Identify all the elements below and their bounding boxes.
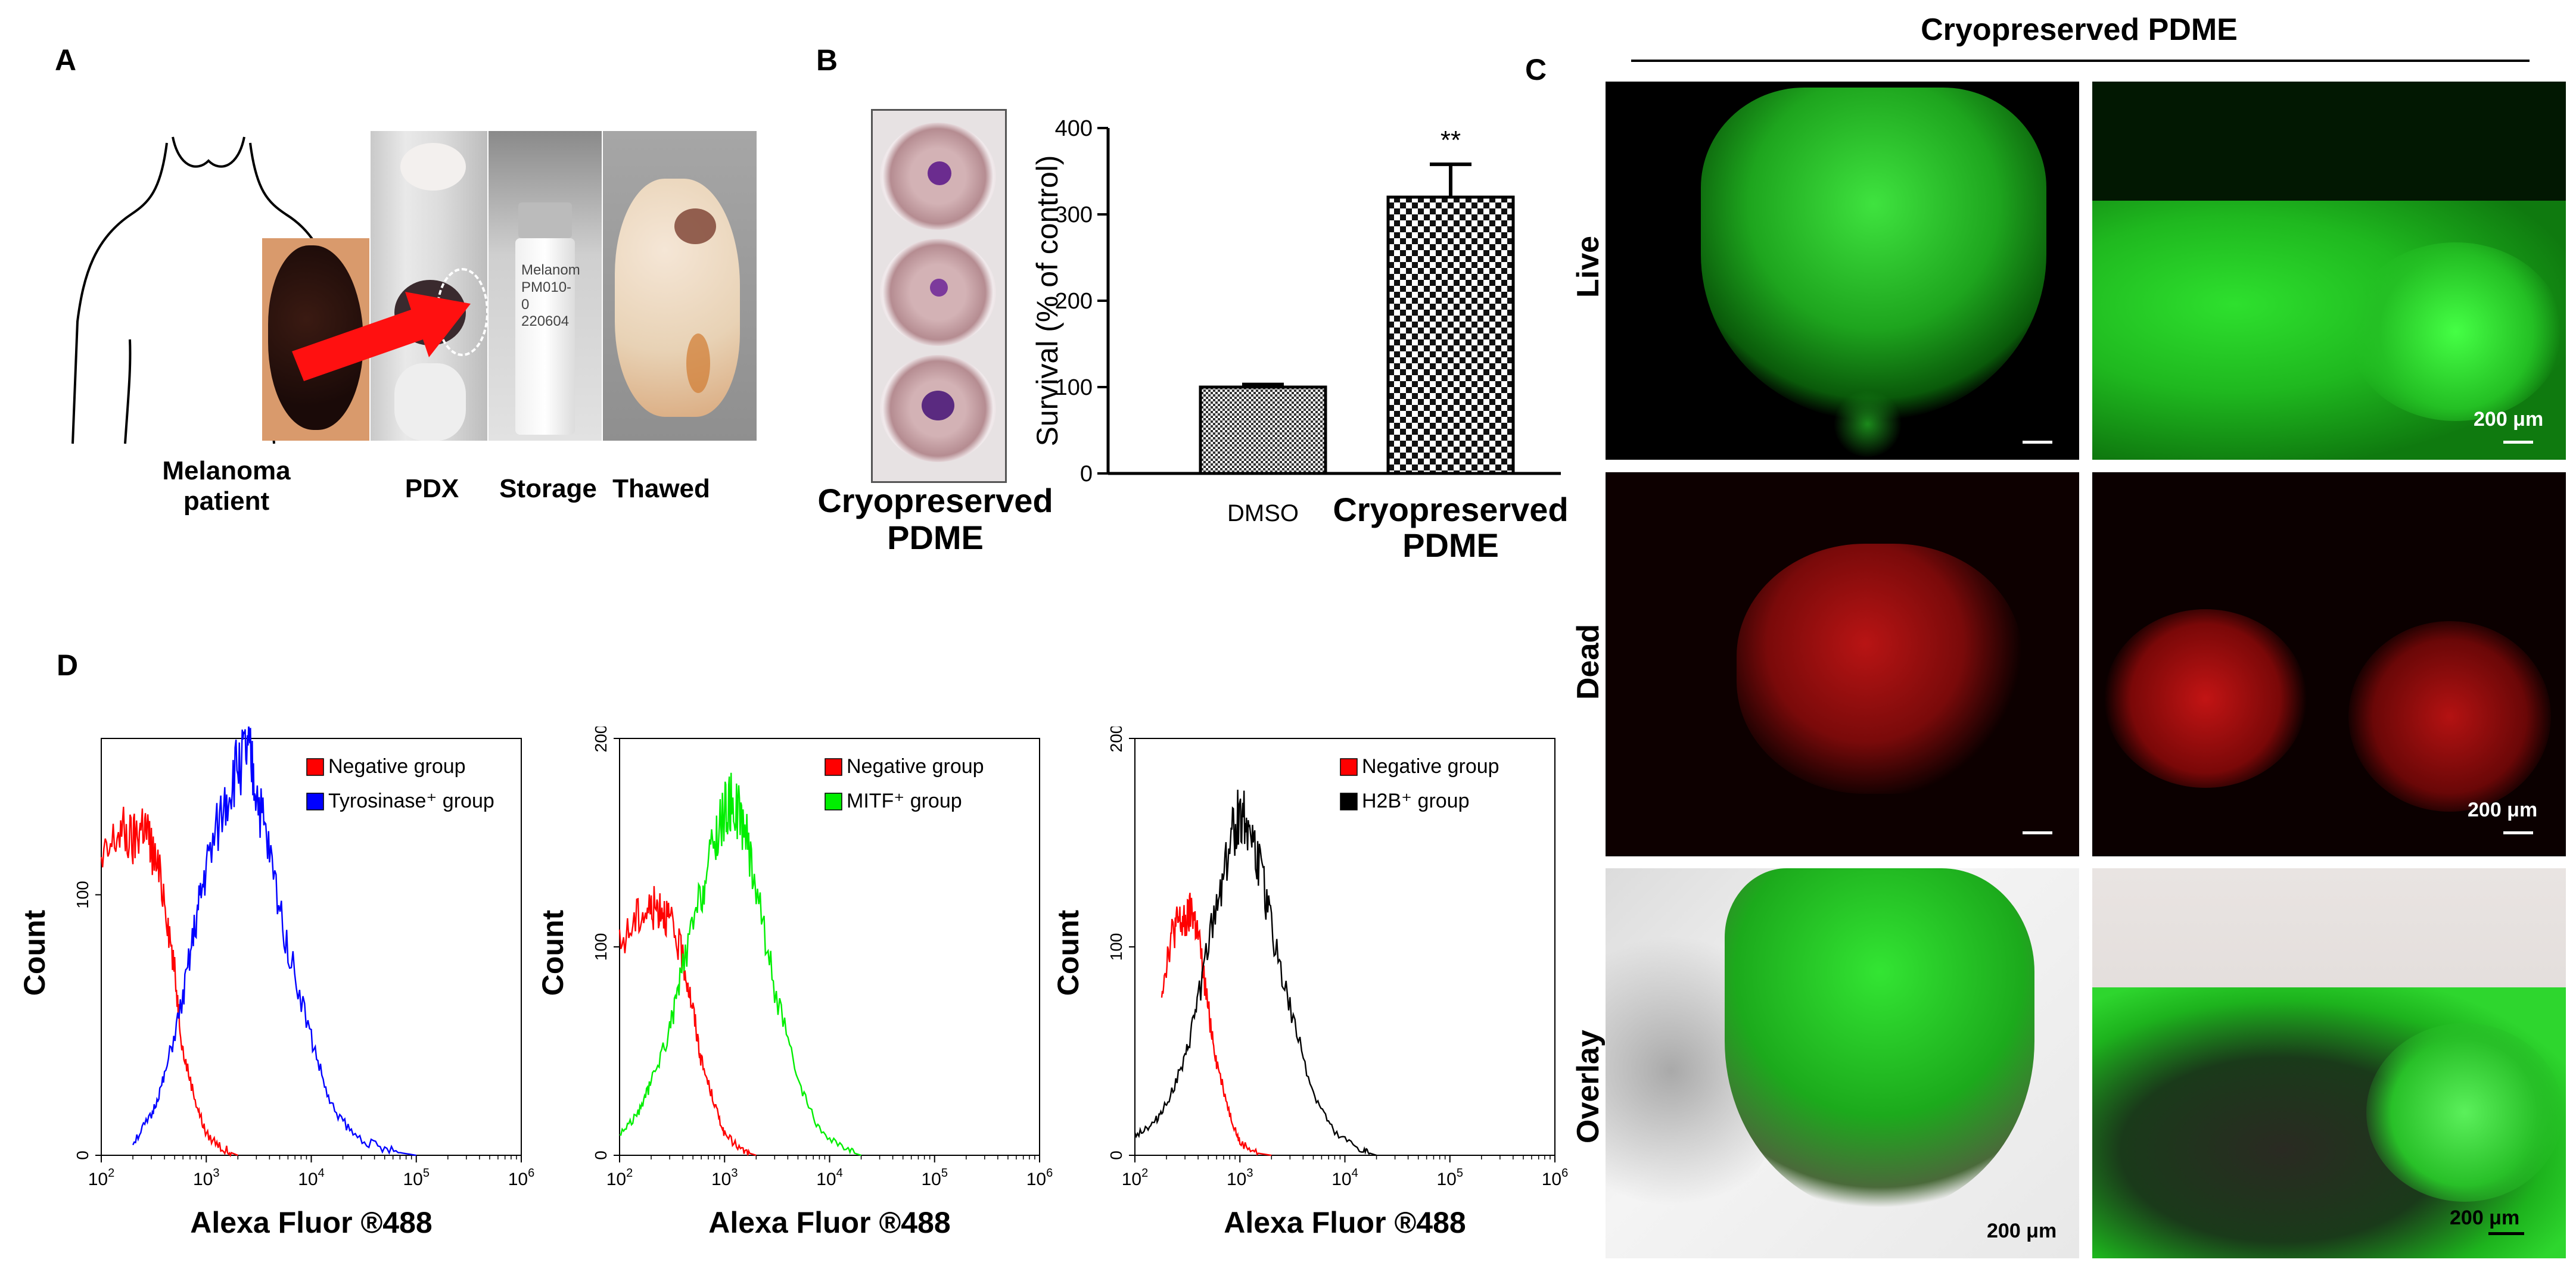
x-axis-label: Alexa Fluor ®488 [190,1206,432,1239]
x-tick-label: 104 [1331,1167,1358,1189]
scale-label: 200 μm [2474,408,2544,431]
scale-label: 200 μm [1987,1220,2057,1242]
plate-caption: Cryopreserved PDME [817,482,1053,556]
y-axis-label: Count [536,909,570,996]
caption-melanoma-patient: Melanoma patient [162,456,291,516]
tumor-photo [262,238,369,441]
legend-swatch [1340,793,1358,810]
legend-label: Negative group [847,755,984,778]
histogram-line [1161,893,1272,1156]
live-image-right: 200 μm [2092,82,2566,460]
dead-image-left [1606,472,2079,856]
y-tick-label: 400 [1055,116,1093,141]
x-tick-label: 104 [816,1167,843,1189]
bar [1199,385,1327,475]
overlay-image-right: 200 μm [2092,868,2566,1258]
legend-label: H2B⁺ group [1362,790,1470,812]
bar [1386,195,1515,475]
significance-label: ** [1441,126,1461,155]
scale-label: 200 μm [2450,1207,2520,1229]
row-label-dead: Dead [1571,624,1606,700]
x-tick-label: 105 [403,1167,430,1189]
row-label-live: Live [1571,235,1606,298]
y-axis-label: Count [1051,909,1085,996]
overlay-image-left: 200 μm [1606,868,2079,1258]
panel-label-c: C [1525,53,1547,86]
x-tick-label: 106 [1542,1167,1569,1189]
legend-label: MITF⁺ group [847,790,962,812]
caption-thawed: Thawed [612,474,710,503]
panel-label-a: A [55,43,77,77]
y-axis-label: Count [18,909,51,996]
panel-a: Melanom PM010-0 220604 Melanoma patient … [60,119,763,536]
x-tick-label: 105 [922,1167,948,1189]
legend-swatch [825,793,842,810]
scale-bar [2503,831,2533,834]
x-axis-label: Alexa Fluor ®488 [708,1206,950,1239]
x-tick-label: 103 [711,1167,738,1189]
panel-label-b: B [816,43,838,77]
x-tick-label: Cryopreserved [1333,491,1568,528]
caption-pdx: PDX [405,474,459,503]
panel-label-d: D [57,649,79,682]
histogram-line [132,727,416,1156]
histogram-line [100,806,238,1158]
red-arrow-icon [292,292,471,381]
y-tick-label: 200 [592,727,610,752]
x-tick-label: 104 [298,1167,325,1189]
x-tick-label: 103 [193,1167,220,1189]
y-tick-label: 0 [1107,1151,1125,1160]
legend-label: Negative group [328,755,466,778]
x-tick-label: DMSO [1227,500,1299,526]
panel-c-title-rule [1631,60,2530,62]
histogram-h2b: 0 100 200 102 103 104 105 106 Alexa Fluor ®488 Co… [1051,727,1569,1239]
y-tick-label: 0 [73,1151,92,1160]
histogram-line [619,772,861,1156]
scale-label: 200 μm [2468,799,2538,821]
scale-bar [2488,1232,2524,1235]
y-tick-label: 100 [1055,375,1093,400]
legend-label: Tyrosinase⁺ group [328,790,494,812]
vial-label-line-3: 220604 [521,313,570,330]
x-tick-label: 105 [1437,1167,1464,1189]
y-tick-label: 100 [1107,933,1125,961]
legend-swatch [306,758,324,776]
y-tick-label: 200 [1107,727,1125,752]
legend-swatch [825,758,842,776]
scale-bar [2023,441,2052,444]
y-tick-label: 300 [1055,202,1093,227]
y-tick-label: 0 [1080,462,1093,487]
x-tick-label: 102 [88,1167,115,1189]
y-tick-label: 200 [1055,289,1093,314]
legend-label: Negative group [1362,755,1499,778]
x-tick-label: 102 [1122,1167,1149,1189]
caption-storage: Storage [499,474,597,503]
vial-label-line-1: Melanom [521,262,580,278]
x-axis-label: Alexa Fluor ®488 [1224,1206,1466,1239]
y-tick-label: 100 [73,881,92,909]
live-image-left [1606,82,2079,460]
x-tick-label: PDME [1402,526,1499,564]
y-tick-label: 100 [592,933,610,961]
thawed-tissue-photo [603,131,757,441]
legend-swatch [306,793,324,810]
row-label-overlay: Overlay [1571,1030,1606,1143]
y-tick-label: 0 [592,1151,610,1160]
histogram-line [1134,790,1377,1156]
scale-bar [2023,831,2052,834]
legend-swatch [1340,758,1358,776]
storage-vial-photo: Melanom PM010-0 220604 [489,131,602,441]
histogram-line [618,886,757,1156]
survival-bar-chart: 0 100 200 300 400 Survival (% of control) DMSO… [1031,116,1569,564]
well-plate-photo [871,109,1007,483]
x-tick-label: 102 [606,1167,633,1189]
y-axis-label: Survival (% of control) [1031,155,1064,446]
vial-label-line-2: PM010-0 [521,279,572,313]
panel-c-title: Cryopreserved PDME [1921,13,2238,47]
dead-image-right: 200 μm [2092,472,2566,856]
scale-bar [2503,441,2533,444]
x-tick-label: 103 [1227,1167,1253,1189]
